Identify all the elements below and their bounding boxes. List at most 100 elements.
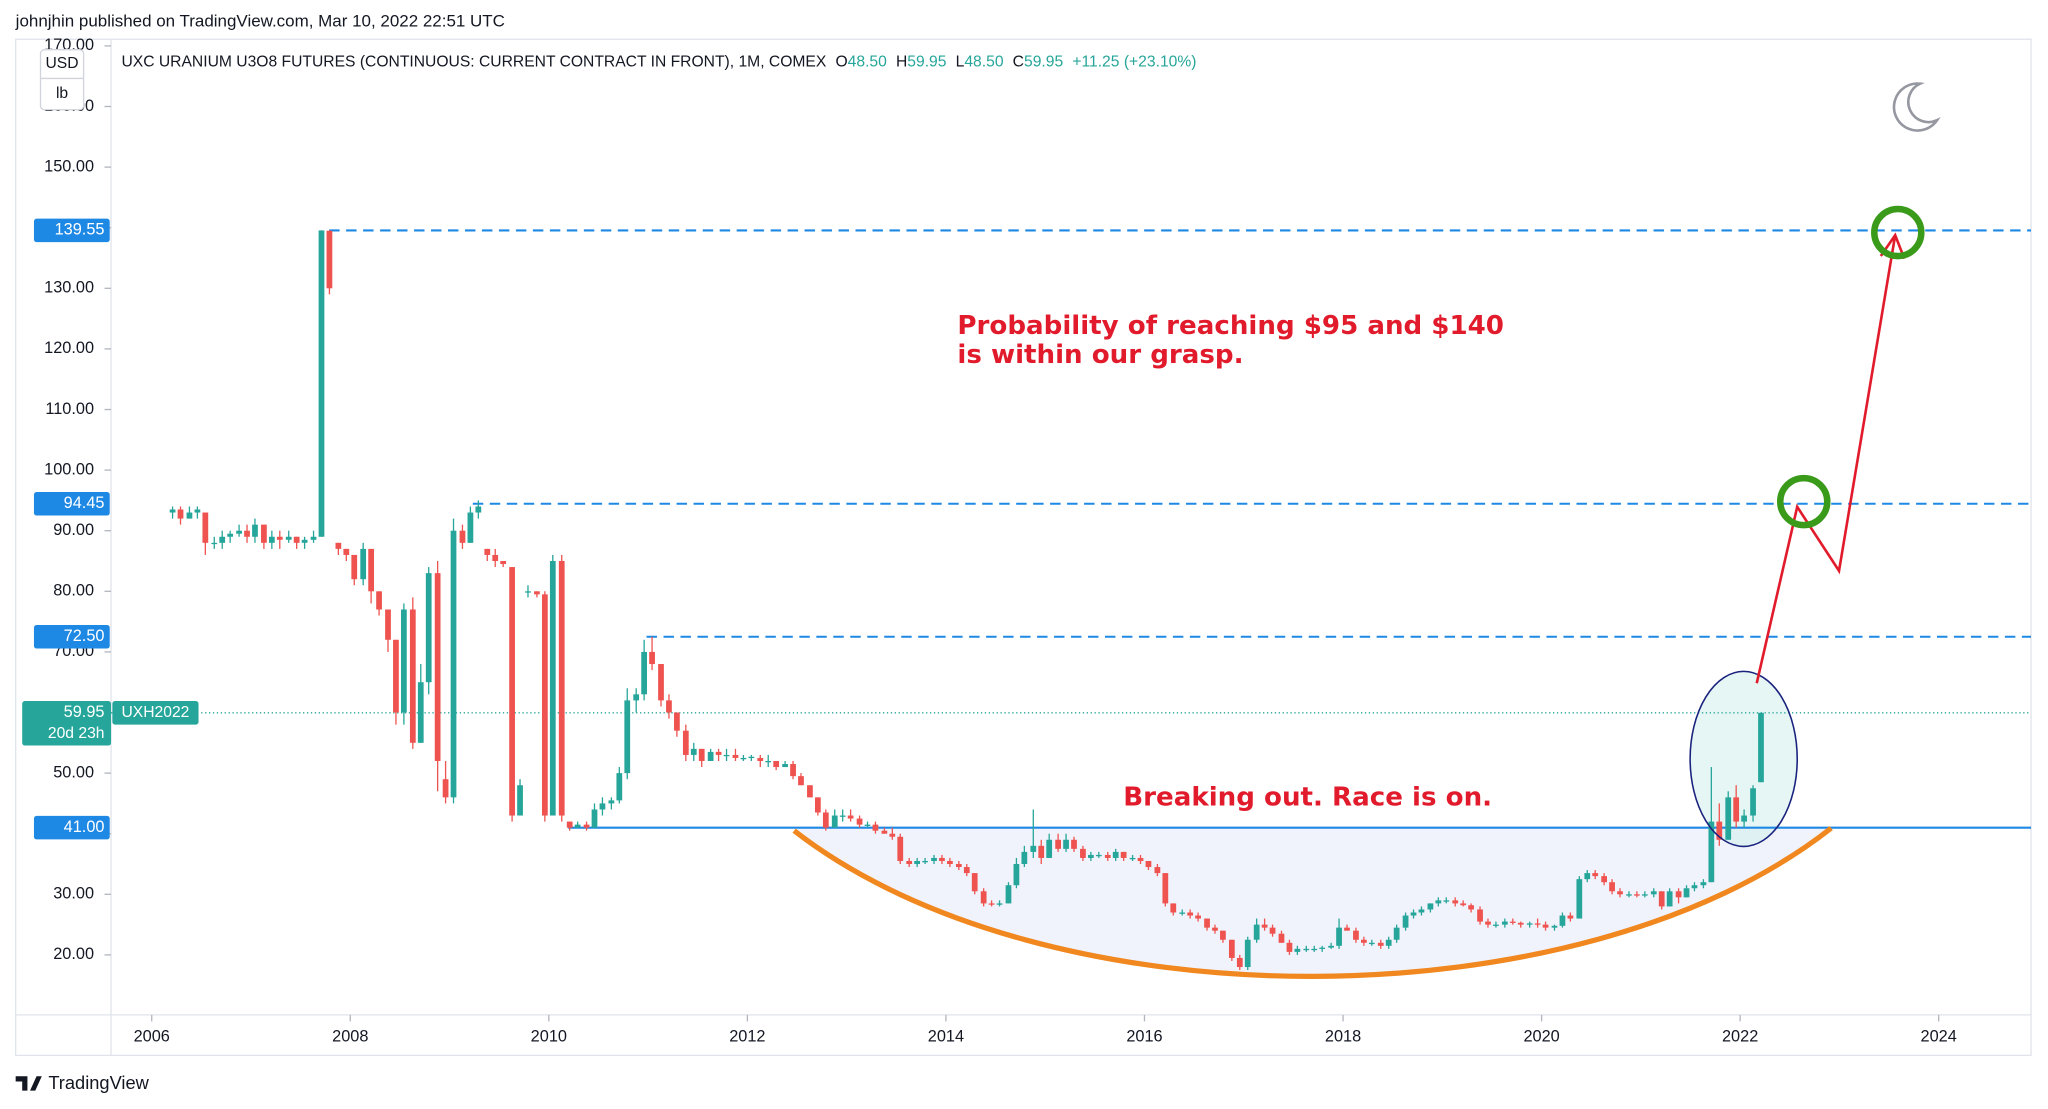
candle-body <box>401 609 407 713</box>
candle-body <box>790 764 796 777</box>
candle-body <box>1666 891 1673 907</box>
candle-body <box>1509 921 1516 923</box>
candle-body <box>624 700 631 774</box>
candle-body <box>748 756 755 759</box>
y-tick-label: 20.00 <box>53 945 94 963</box>
candle-body <box>1030 845 1037 852</box>
candle-body <box>980 891 987 904</box>
candle-body <box>782 764 788 768</box>
candle-body <box>1691 885 1698 889</box>
candle-body <box>914 860 921 865</box>
candle-body <box>1353 930 1359 940</box>
candle-body <box>1286 942 1293 952</box>
candle-body <box>839 815 846 817</box>
candle-body <box>219 536 226 543</box>
candle-body <box>211 542 218 545</box>
candle-body <box>955 864 962 868</box>
y-tick-label: 130.00 <box>44 279 94 297</box>
x-tick-label: 2022 <box>1722 1027 1758 1045</box>
candle-body <box>1576 879 1583 919</box>
candle-body <box>1071 839 1077 849</box>
y-tick-label: 110.00 <box>45 400 94 418</box>
candle-body <box>690 748 697 755</box>
unit-button[interactable]: lb <box>56 85 68 102</box>
level-label: 41.00 <box>64 818 105 836</box>
candle-body <box>310 536 317 540</box>
candle-body <box>425 573 432 683</box>
candle-body <box>558 561 565 816</box>
candle-body <box>301 539 308 543</box>
candle-body <box>889 833 896 837</box>
candle-body <box>227 533 234 537</box>
drawings-under <box>794 671 1832 977</box>
level-label-box <box>33 815 110 840</box>
candle-body <box>1601 876 1608 883</box>
candle-body <box>798 776 804 786</box>
candle-body <box>1080 848 1086 858</box>
candle-body <box>1013 864 1020 886</box>
candle-body <box>276 536 283 540</box>
candle-body <box>1046 839 1053 858</box>
legend-value: 48.50 <box>964 54 1003 71</box>
candle-body <box>1129 857 1136 860</box>
candle-body <box>698 748 705 761</box>
x-tick-label: 2020 <box>1523 1027 1559 1045</box>
currency-button[interactable]: USD <box>46 55 79 72</box>
target-circle <box>1776 474 1831 529</box>
candle-body <box>666 700 672 713</box>
legend-title: UXC URANIUM U3O8 FUTURES (CONTINUOUS: CU… <box>121 54 826 71</box>
last-price-box <box>22 701 112 746</box>
target-circle <box>1871 205 1925 260</box>
candle-body <box>450 530 457 798</box>
x-tick-label: 2008 <box>332 1027 368 1045</box>
candle-body <box>906 860 913 865</box>
candle-body <box>1154 867 1161 874</box>
countdown: 20d 23h <box>48 725 105 742</box>
candle-body <box>1526 923 1533 925</box>
candle-body <box>1393 927 1400 940</box>
x-tick-label: 2018 <box>1325 1027 1361 1045</box>
candle-body <box>1427 903 1434 910</box>
candle-body <box>459 530 466 543</box>
candle-body <box>897 836 904 861</box>
candle-body <box>1269 927 1276 934</box>
theme-icon[interactable] <box>1892 82 1941 132</box>
levels <box>111 229 2032 829</box>
logo-mark <box>15 1076 42 1091</box>
candle-body <box>1145 860 1152 868</box>
x-tick-label: 2024 <box>1921 1027 1957 1045</box>
x-tick-label: 2012 <box>729 1027 765 1045</box>
candle-body <box>1675 891 1682 898</box>
candle-body <box>169 509 176 513</box>
candle-body <box>872 824 879 831</box>
symbol-box <box>112 701 199 725</box>
candle-body <box>947 860 953 865</box>
candle-body <box>1493 924 1499 926</box>
candle-body <box>658 664 664 701</box>
x-tick-label: 2006 <box>134 1027 170 1045</box>
legend-key: O <box>835 54 847 71</box>
candle-body <box>1402 915 1409 928</box>
candle-body <box>1336 927 1342 946</box>
symbol-label: UXH2022 <box>121 704 189 721</box>
candle-body <box>583 824 590 828</box>
candle-body <box>1319 947 1326 949</box>
candle-body <box>1228 939 1235 958</box>
candle-body <box>1294 948 1301 952</box>
level-label-box <box>33 218 110 243</box>
level-label: 139.55 <box>55 221 105 239</box>
candle-body <box>1708 821 1715 883</box>
candles <box>169 230 1764 971</box>
y-tick-label: 90.00 <box>53 521 94 539</box>
y-tick-label: 50.00 <box>53 763 94 781</box>
breakout-ellipse <box>1689 670 1799 848</box>
candle-body <box>1551 925 1558 928</box>
candle-body <box>360 548 367 580</box>
legend-key: C <box>1013 54 1024 71</box>
candle-body <box>385 609 391 640</box>
legend-value: 59.95 <box>1024 54 1063 71</box>
footer-text: TradingView <box>48 1072 149 1093</box>
candle-body <box>1716 821 1723 840</box>
y-tick-label: 120.00 <box>44 339 94 357</box>
candle-body <box>740 757 747 760</box>
